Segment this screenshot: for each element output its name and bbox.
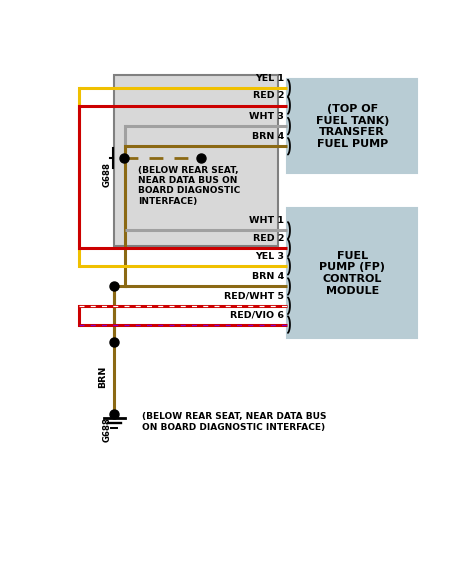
Text: RED 2: RED 2 (253, 91, 284, 100)
Text: (BELOW REAR SEAT, NEAR DATA BUS
ON BOARD DIAGNOSTIC INTERFACE): (BELOW REAR SEAT, NEAR DATA BUS ON BOARD… (142, 412, 327, 432)
Text: (BELOW REAR SEAT,
NEAR DATA BUS ON
BOARD DIAGNOSTIC
INTERFACE): (BELOW REAR SEAT, NEAR DATA BUS ON BOARD… (138, 166, 240, 206)
Text: YEL 1: YEL 1 (255, 74, 284, 83)
Text: WHT 1: WHT 1 (249, 216, 284, 225)
Text: BRN: BRN (98, 366, 107, 389)
Text: (TOP OF
FUEL TANK)
TRANSFER
FUEL PUMP: (TOP OF FUEL TANK) TRANSFER FUEL PUMP (316, 104, 389, 149)
Text: FUEL
PUMP (FP)
CONTROL
MODULE: FUEL PUMP (FP) CONTROL MODULE (319, 251, 385, 295)
Text: YEL 3: YEL 3 (255, 252, 284, 261)
Text: G688: G688 (102, 417, 111, 442)
Text: G688: G688 (102, 163, 111, 187)
Text: WHT 3: WHT 3 (249, 112, 284, 121)
FancyBboxPatch shape (114, 75, 278, 246)
Text: RED/VIO 6: RED/VIO 6 (230, 310, 284, 319)
Text: BRN 4: BRN 4 (252, 132, 284, 141)
Text: BRN 4: BRN 4 (252, 272, 284, 281)
Text: RED 2: RED 2 (253, 234, 284, 242)
Text: RED/WHT 5: RED/WHT 5 (224, 291, 284, 300)
FancyBboxPatch shape (287, 79, 418, 174)
FancyBboxPatch shape (287, 208, 418, 338)
